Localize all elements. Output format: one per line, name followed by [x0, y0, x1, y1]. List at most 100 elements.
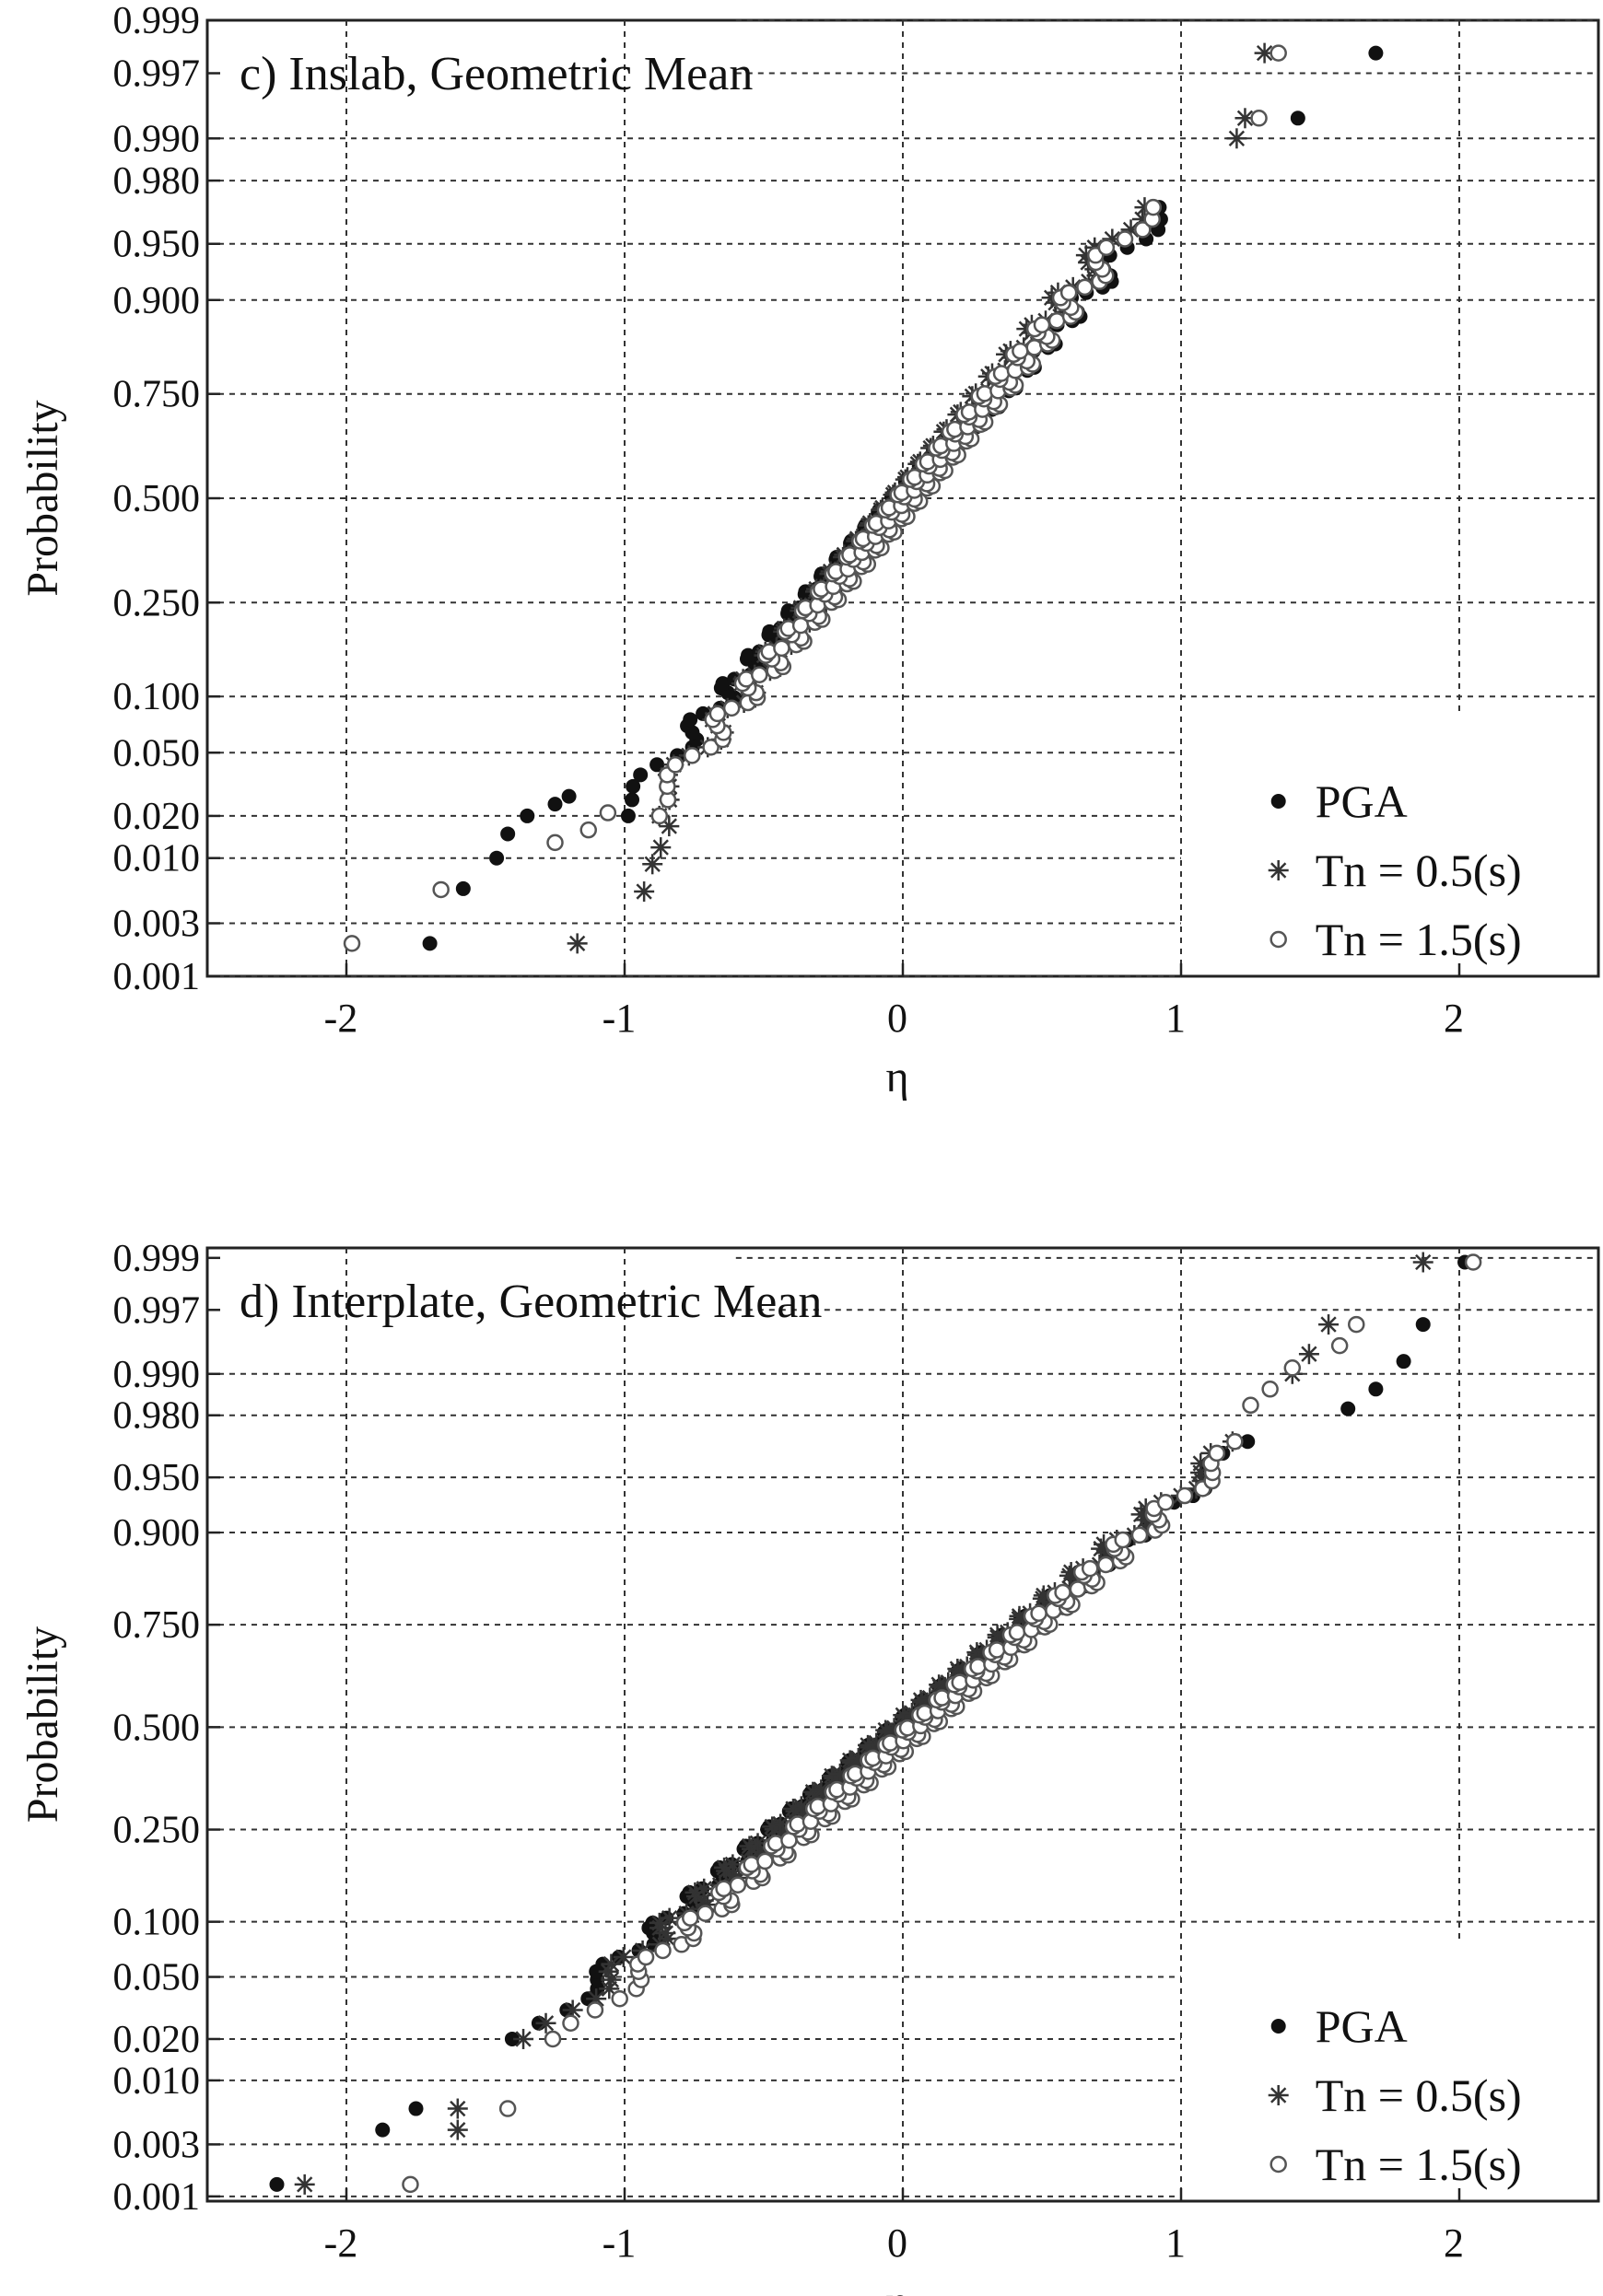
data-point-tn15: [544, 2030, 562, 2048]
data-point-pga: [375, 2122, 391, 2138]
tick-label-x: 2: [1444, 996, 1464, 1041]
data-point-tn05: [1298, 1344, 1319, 1365]
data-point-tn15: [666, 756, 684, 774]
data-point-tn15: [969, 1658, 987, 1675]
data-point-pga: [1415, 1317, 1431, 1333]
data-point-tn05: [294, 2174, 315, 2195]
data-point-tn15: [988, 1641, 1006, 1659]
data-point-tn15: [1242, 1396, 1259, 1415]
data-point-tn15: [1270, 44, 1287, 62]
data-point-pga: [1270, 794, 1286, 809]
tick-label-x: 0: [887, 2220, 907, 2266]
tick-label-y: 0.997: [113, 53, 201, 96]
legend-label: Tn = 1.5(s): [1316, 914, 1522, 965]
data-point-tn15: [715, 1880, 732, 1898]
tick-label-y: 0.050: [113, 732, 201, 775]
tick-label-y: 0.050: [113, 1957, 201, 1999]
tick-label-y: 0.010: [113, 2060, 201, 2103]
tick-label-y: 0.900: [113, 280, 201, 322]
tick-label-x: 2: [1444, 2220, 1464, 2266]
data-point-pga: [633, 767, 649, 783]
data-point-pga: [683, 712, 698, 728]
data-point-tn15: [751, 666, 768, 683]
data-point-tn15: [1081, 1559, 1099, 1578]
tick-label-x: -1: [603, 996, 637, 1041]
series-tn-1-5-s-: [402, 1253, 1482, 2194]
legend-label: Tn = 0.5(s): [1316, 2069, 1522, 2121]
data-point-tn15: [599, 804, 617, 822]
data-point-pga: [422, 936, 438, 951]
data-point-tn15: [1134, 221, 1152, 239]
legend-label: PGA: [1316, 2000, 1408, 2052]
data-point-tn15: [650, 807, 669, 825]
data-point-pga: [715, 676, 731, 692]
data-point-tn15: [682, 1909, 699, 1927]
data-point-tn15: [611, 1989, 628, 2008]
tick-label-y: 0.250: [113, 582, 201, 624]
data-point-tn05: [634, 881, 655, 903]
data-point-tn15: [773, 639, 790, 658]
data-point-tn15: [992, 365, 1011, 382]
data-point-tn15: [696, 1905, 714, 1922]
data-point-tn15: [1464, 1253, 1482, 1271]
tick-label-y: 0.990: [113, 118, 201, 160]
tick-label-y: 0.010: [113, 838, 201, 880]
tick-label-y: 0.980: [113, 1395, 201, 1438]
data-point-tn05: [447, 2098, 468, 2119]
tick-label-y: 0.950: [113, 224, 201, 266]
data-point-tn15: [1348, 1315, 1365, 1334]
x-axis-label: η: [885, 1053, 908, 1101]
tick-label-y: 0.003: [113, 903, 201, 945]
data-point-pga: [1290, 111, 1305, 126]
data-point-pga: [1270, 2019, 1286, 2034]
data-point-tn15: [951, 1673, 968, 1692]
tick-label-y: 0.950: [113, 1457, 201, 1499]
data-point-tn05: [535, 2012, 556, 2034]
data-point-pga: [1368, 45, 1384, 61]
data-point-tn05: [562, 1999, 583, 2021]
data-point-tn05: [987, 1625, 1008, 1646]
tick-label-y: 0.750: [113, 1604, 201, 1647]
data-point-tn15: [1176, 1486, 1194, 1505]
data-point-tn15: [1283, 1359, 1302, 1377]
data-point-tn15: [546, 833, 564, 852]
tick-label-y: 0.900: [113, 1512, 201, 1555]
data-point-tn05: [650, 837, 672, 858]
tick-label-y: 0.250: [113, 1810, 201, 1852]
data-point-pga: [269, 2176, 285, 2192]
data-point-pga: [1368, 1381, 1384, 1397]
tick-label-y: 0.020: [113, 2019, 201, 2061]
tick-label-y: 0.100: [113, 1902, 201, 1944]
data-point-tn05: [1318, 1314, 1340, 1335]
data-point-tn15: [1097, 239, 1116, 256]
data-point-tn15: [343, 935, 361, 952]
data-point-tn05: [1412, 1252, 1433, 1273]
data-point-tn15: [1330, 1336, 1349, 1355]
y-axis-label: Probability: [18, 1626, 67, 1823]
legend-label: PGA: [1316, 775, 1408, 827]
data-point-pga: [741, 647, 756, 663]
tick-label-x: -2: [324, 996, 358, 1041]
data-point-tn05: [722, 1854, 743, 1875]
tick-label-y: 0.999: [113, 0, 201, 42]
data-point-tn15: [1033, 316, 1051, 334]
data-point-tn15: [684, 747, 701, 764]
data-point-tn15: [729, 1876, 747, 1894]
data-point-tn15: [708, 705, 727, 723]
data-point-tn15: [1144, 198, 1163, 216]
data-point-tn05: [694, 1878, 715, 1899]
data-point-tn15: [1047, 312, 1066, 330]
data-point-tn05: [659, 1907, 680, 1929]
data-point-pga: [1396, 1354, 1411, 1369]
data-point-pga: [504, 2031, 520, 2046]
data-point-pga: [626, 778, 641, 794]
tick-label-x: -1: [603, 2220, 637, 2266]
data-point-pga: [1240, 1434, 1256, 1450]
data-point-tn15: [1250, 110, 1268, 127]
legend-label: Tn = 1.5(s): [1316, 2139, 1522, 2190]
data-point-pga: [489, 850, 505, 866]
panel-title: d) Interplate, Geometric Mean: [240, 1276, 822, 1328]
data-point-tn15: [1114, 1531, 1131, 1549]
